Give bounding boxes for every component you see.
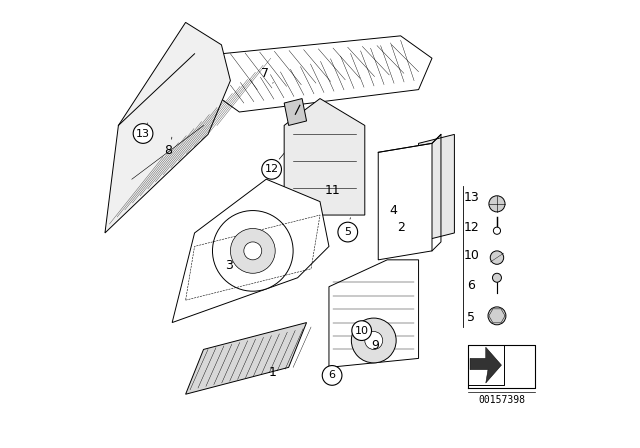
Circle shape: [490, 251, 504, 264]
Circle shape: [365, 332, 383, 349]
Text: 5: 5: [467, 310, 476, 324]
Circle shape: [351, 318, 396, 363]
Text: 8: 8: [164, 143, 173, 157]
Circle shape: [489, 196, 505, 212]
Polygon shape: [208, 36, 432, 112]
Circle shape: [352, 321, 371, 340]
Text: 1: 1: [269, 366, 277, 379]
Polygon shape: [378, 143, 432, 260]
Circle shape: [493, 273, 502, 282]
Text: 4: 4: [389, 204, 397, 217]
Text: 5: 5: [344, 227, 351, 237]
Text: 10: 10: [355, 326, 369, 336]
Polygon shape: [284, 99, 365, 215]
Text: 00157398: 00157398: [478, 395, 525, 405]
Text: 2: 2: [397, 221, 404, 234]
Text: 13: 13: [136, 129, 150, 138]
Polygon shape: [186, 323, 307, 394]
Polygon shape: [470, 347, 502, 383]
Text: 12: 12: [463, 220, 479, 234]
Circle shape: [212, 211, 293, 291]
Polygon shape: [329, 260, 419, 367]
Polygon shape: [284, 99, 307, 125]
Circle shape: [133, 124, 153, 143]
Text: 13: 13: [463, 190, 479, 204]
Text: 10: 10: [463, 249, 479, 262]
Circle shape: [244, 242, 262, 260]
Circle shape: [338, 222, 358, 242]
Circle shape: [488, 307, 506, 325]
Polygon shape: [172, 179, 329, 323]
Text: 3: 3: [225, 258, 234, 272]
Circle shape: [230, 228, 275, 273]
Text: 11: 11: [324, 184, 340, 197]
Text: 12: 12: [264, 164, 278, 174]
Text: 6: 6: [467, 279, 476, 293]
Text: 7: 7: [261, 67, 269, 81]
Circle shape: [323, 366, 342, 385]
Text: 9: 9: [371, 339, 379, 353]
Circle shape: [262, 159, 282, 179]
Text: 6: 6: [328, 370, 335, 380]
Polygon shape: [419, 134, 454, 242]
Circle shape: [493, 227, 500, 234]
Polygon shape: [105, 22, 230, 233]
